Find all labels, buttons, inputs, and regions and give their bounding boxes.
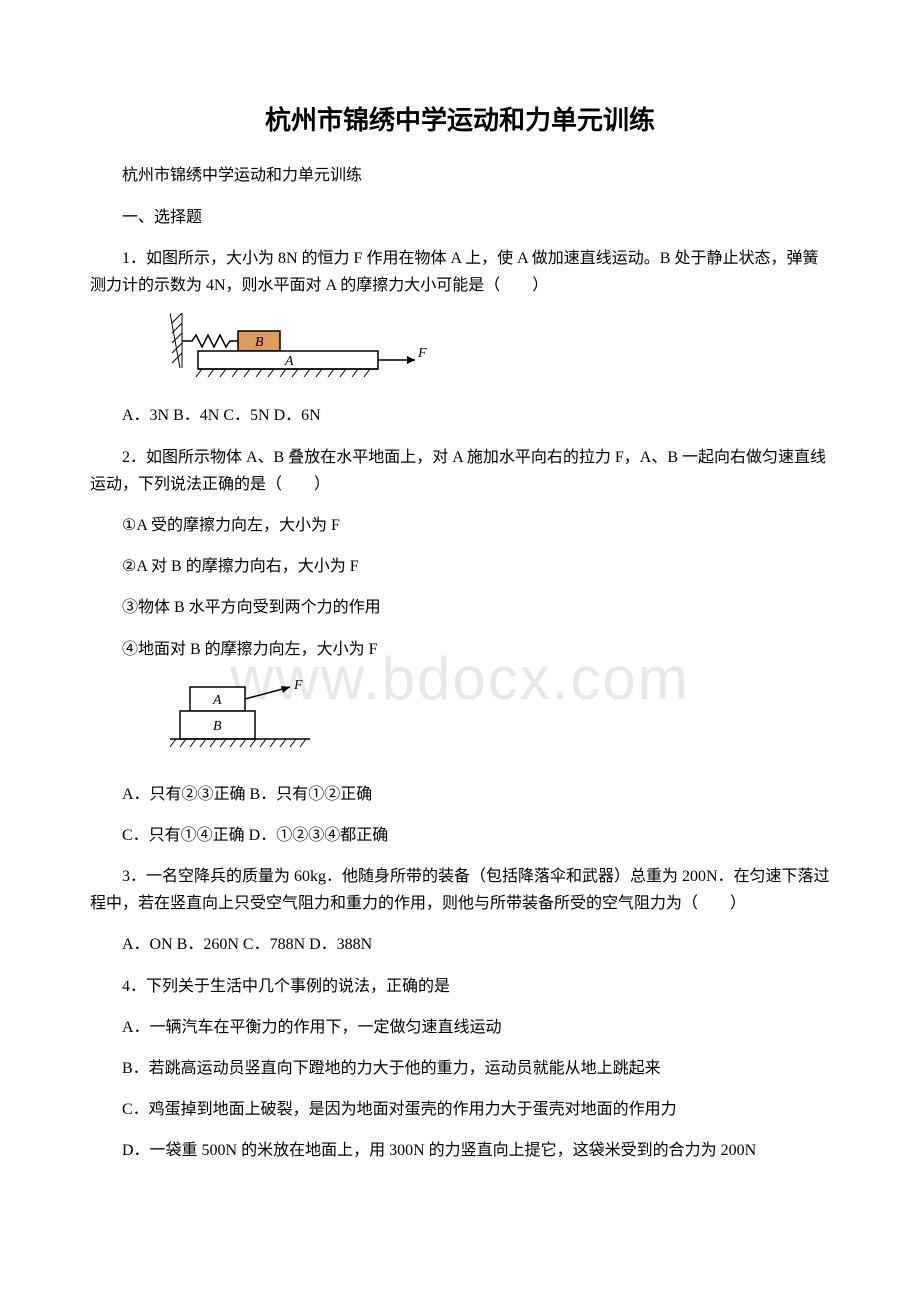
q2-item-1: ①A 受的摩擦力向左，大小为 F (90, 512, 830, 539)
q2-item-4: ④地面对 B 的摩擦力向左，大小为 F (90, 636, 830, 663)
q1-text: 1．如图所示，大小为 8N 的恒力 F 作用在物体 A 上，使 A 做加速直线运… (90, 245, 830, 299)
page-subtitle: 杭州市锦绣中学运动和力单元训练 (90, 161, 830, 185)
q1-options: A．3N B．4N C．5N D．6N (90, 402, 830, 429)
q2-figure: A B F (170, 677, 830, 767)
section-heading: 一、选择题 (90, 203, 830, 227)
q4-option-c: C．鸡蛋掉到地面上破裂，是因为地面对蛋壳的作用力大于蛋壳对地面的作用力 (90, 1096, 830, 1123)
q2-label-a: A (212, 693, 222, 708)
q2-options-line1: A．只有②③正确 B．只有①②正确 (90, 781, 830, 808)
q3-options: A．ON B．260N C．788N D．388N (90, 931, 830, 958)
q2-options-line2: C．只有①④正确 D．①②③④都正确 (90, 822, 830, 849)
q1-label-a: A (284, 354, 294, 369)
q4-text: 4．下列关于生活中几个事例的说法，正确的是 (90, 973, 830, 1000)
page-title: 杭州市锦绣中学运动和力单元训练 (90, 100, 830, 137)
q4-option-d: D．一袋重 500N 的米放在地面上，用 300N 的力竖直向上提它，这袋米受到… (90, 1137, 830, 1164)
q1-label-b: B (255, 335, 264, 350)
q2-label-b: B (213, 719, 222, 734)
q1-figure: B A F (170, 313, 830, 388)
q2-item-2: ②A 对 B 的摩擦力向右，大小为 F (90, 553, 830, 580)
document-content: 杭州市锦绣中学运动和力单元训练 杭州市锦绣中学运动和力单元训练 一、选择题 1．… (90, 100, 830, 1165)
q1-label-f: F (417, 346, 427, 361)
q3-text: 3．一名空降兵的质量为 60kg．他随身所带的装备（包括降落伞和武器）总重为 2… (90, 863, 830, 917)
q4-option-b: B．若跳高运动员竖直向下蹬地的力大于他的重力，运动员就能从地上跳起来 (90, 1055, 830, 1082)
q2-text: 2．如图所示物体 A、B 叠放在水平地面上，对 A 施加水平向右的拉力 F，A、… (90, 444, 830, 498)
q2-item-3: ③物体 B 水平方向受到两个力的作用 (90, 594, 830, 621)
q2-label-f: F (293, 678, 303, 693)
q4-option-a: A．一辆汽车在平衡力的作用下，一定做匀速直线运动 (90, 1014, 830, 1041)
